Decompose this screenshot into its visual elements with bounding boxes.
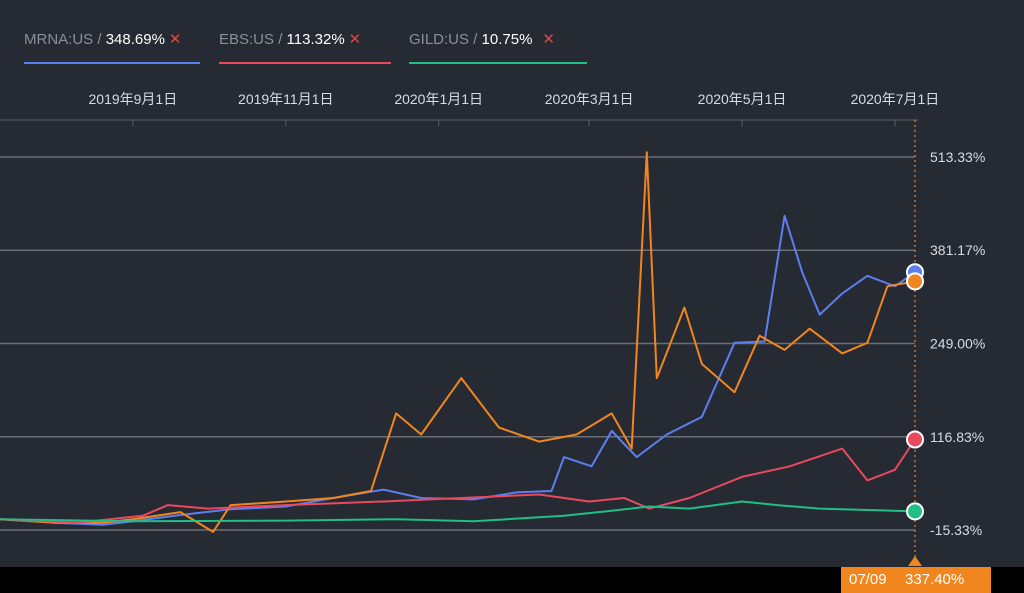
x-tick-label: 2020年1月1日 [394,91,483,107]
legend-separator: / [274,31,287,48]
remove-series-icon[interactable]: ✕ [348,31,362,48]
series-end-marker [906,430,924,449]
legend-ticker: EBS:US [219,31,275,48]
x-tick-label: 2020年7月1日 [851,91,940,107]
crosshair-badge: 07/09 337.40% [841,567,991,593]
y-tick-label: 513.33% [930,149,985,165]
legend-color-bar [219,62,391,64]
crosshair-pointer [908,556,922,566]
crosshair-date: 07/09 [849,571,887,588]
legend-item-gild[interactable]: GILD:US / 10.75% ✕ [409,30,587,64]
series-line [0,438,916,524]
x-tick-label: 2020年5月1日 [698,91,787,107]
legend-item-mrna[interactable]: MRNA:US / 348.69% ✕ [24,30,200,64]
legend-ticker: MRNA:US [24,31,94,48]
y-tick-label: -15.33% [930,522,982,538]
legend: MRNA:US / 348.69% ✕ EBS:US / 113.32% ✕ GIL… [0,0,1024,72]
y-tick-label: 116.83% [930,429,984,445]
legend-value: 348.69% [105,31,165,48]
legend-item-ebs[interactable]: EBS:US / 113.32% ✕ [219,30,391,64]
y-tick-label: 381.17% [930,242,985,258]
legend-separator: / [469,31,482,48]
series-end-marker [906,502,924,521]
line-chart[interactable]: 2019年9月1日 2019年11月1日 2020年1月1日 2020年3月1日 202… [0,0,1024,567]
x-tick-label: 2019年11月1日 [238,91,333,107]
legend-value: 113.32% [286,31,345,48]
crosshair-value: 337.40% [905,571,965,588]
legend-separator: / [93,31,106,48]
series-line [0,214,916,526]
x-tick-label: 2020年3月1日 [545,91,634,107]
y-tick-label: 249.00% [930,336,985,352]
legend-color-bar [409,62,587,64]
series-line [0,151,916,533]
remove-series-icon[interactable]: ✕ [542,31,555,48]
series-line [0,500,916,523]
legend-ticker: GILD:US [409,31,470,48]
remove-series-icon[interactable]: ✕ [168,31,182,48]
legend-value: 10.75% [481,31,533,48]
legend-color-bar [24,62,200,64]
x-tick-label: 2019年9月1日 [89,91,178,107]
series-end-marker [906,272,924,291]
